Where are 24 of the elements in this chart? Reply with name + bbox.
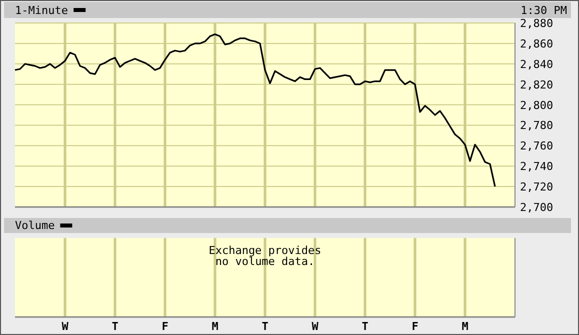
category-label: W bbox=[312, 320, 319, 333]
y-tick-label: 2,740 bbox=[520, 160, 554, 174]
y-tick-label: 2,820 bbox=[520, 78, 554, 92]
y-tick-label: 2,800 bbox=[520, 98, 554, 112]
y-tick-label: 2,880 bbox=[520, 17, 554, 30]
y-tick-label: 2,860 bbox=[520, 37, 554, 50]
text: 1:30 PM bbox=[520, 4, 568, 17]
category-label: T bbox=[362, 320, 369, 333]
text: Volume bbox=[15, 219, 55, 232]
chart-title: 1-Minute bbox=[15, 4, 68, 17]
line-series bbox=[14, 33, 496, 188]
text: Exchange provides no volume data. bbox=[208, 244, 322, 268]
y-tick-label: 2,700 bbox=[520, 201, 554, 214]
category-label: M bbox=[212, 320, 219, 333]
category-label: F bbox=[162, 320, 168, 333]
y-tick-label: 2,780 bbox=[520, 119, 554, 132]
y-tick-label: 2,720 bbox=[520, 180, 554, 194]
y-tick-label: 2,840 bbox=[520, 58, 554, 71]
category-label: F bbox=[412, 320, 418, 333]
category-label: W bbox=[62, 320, 69, 333]
category-label: T bbox=[262, 320, 269, 333]
category-label: M bbox=[462, 320, 469, 333]
y-tick-label: 2,760 bbox=[520, 140, 554, 153]
category-label: T bbox=[112, 320, 119, 333]
